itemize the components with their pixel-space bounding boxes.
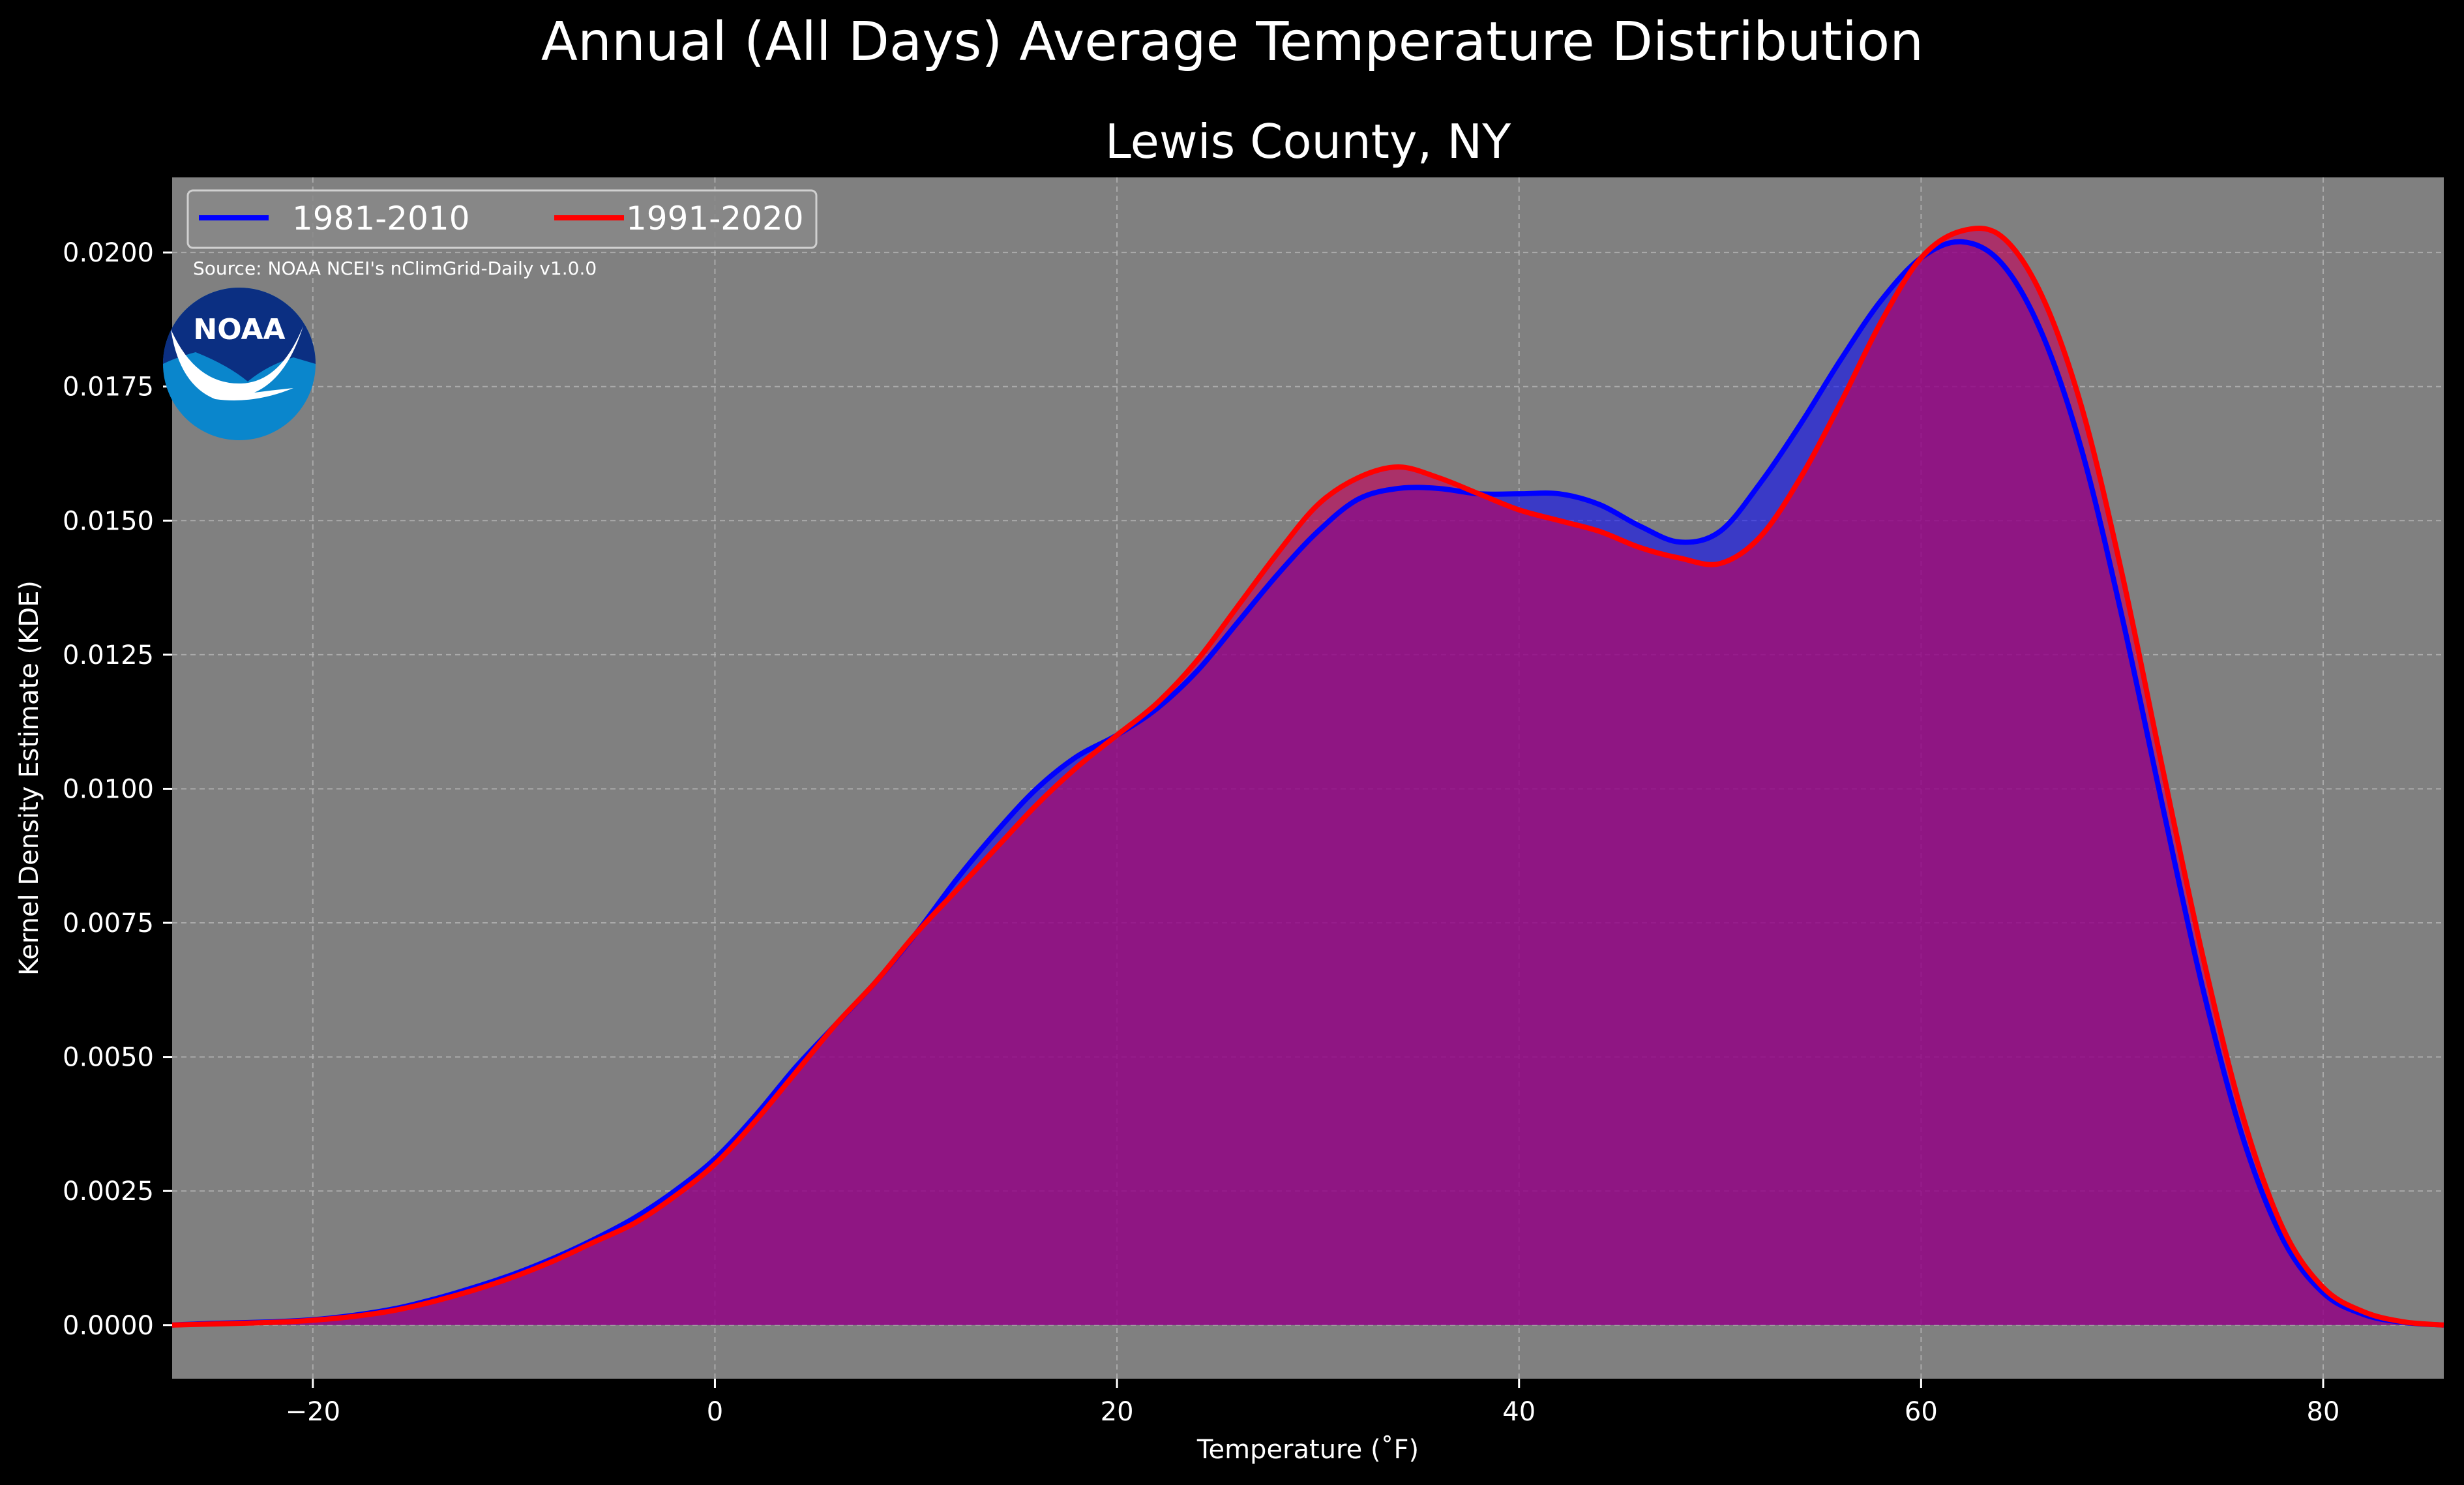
y-axis-ticks: 0.0000 0.0025 0.0050 0.0075 0.0100 0.0125 0.01… (63, 238, 172, 1341)
y-tick-label: 0.0150 (63, 506, 154, 536)
x-tick-label: 60 (1905, 1397, 1938, 1427)
series-1981-2010-line (172, 239, 2444, 1328)
x-tick-label: 20 (1101, 1397, 1134, 1427)
x-tick-label: −20 (286, 1397, 340, 1427)
y-axis-label: Kernel Density Estimate (KDE) (14, 580, 44, 976)
legend-box (186, 189, 818, 249)
x-tick-label: 0 (707, 1397, 723, 1427)
y-tick-label: 0.0075 (63, 908, 154, 938)
source-note: Source: NOAA NCEI's nClimGrid-Daily v1.0… (193, 258, 597, 279)
x-tick-label: 80 (2307, 1397, 2340, 1427)
chart-title: Lewis County, NY (1105, 114, 1511, 169)
y-tick-label: 0.0025 (63, 1177, 154, 1207)
y-tick-label: 0.0050 (63, 1043, 154, 1073)
x-tick-label: 40 (1502, 1397, 1536, 1427)
y-tick-label: 0.0100 (63, 774, 154, 804)
y-tick-label: 0.0175 (63, 372, 154, 402)
noaa-logo-text: NOAA (193, 313, 285, 346)
suptitle: Annual (All Days) Average Temperature Di… (541, 11, 1923, 73)
y-tick-label: 0.0125 (63, 640, 154, 670)
y-tick-label: 0.0000 (63, 1311, 154, 1341)
x-axis-label: Temperature (˚F) (1196, 1435, 1419, 1465)
legend: 1981-2010 1991-2020 (186, 189, 818, 249)
series-1991-2020-fill (172, 228, 2444, 1325)
legend-label-1991-2020: 1991-2020 (626, 200, 804, 237)
noaa-logo-icon: NOAA (163, 288, 316, 440)
series-1991-2020-line (172, 225, 2444, 1328)
legend-label-1981-2010: 1981-2010 (292, 200, 470, 237)
x-axis-ticks: −20 0 20 40 60 80 (286, 1379, 2340, 1427)
y-tick-label: 0.0200 (63, 238, 154, 268)
